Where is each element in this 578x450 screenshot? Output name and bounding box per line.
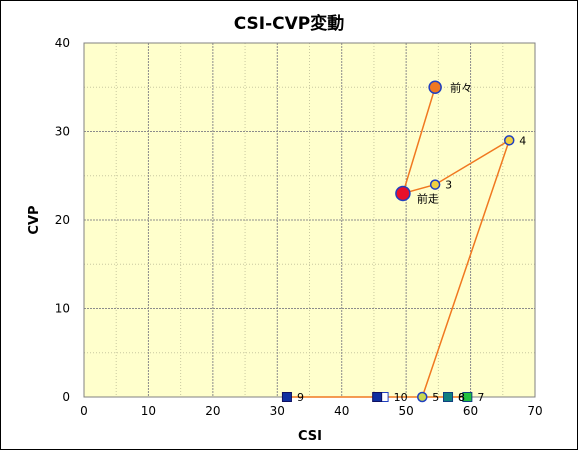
point-label: 8 <box>458 391 465 404</box>
x-axis-label: CSI <box>298 429 322 444</box>
x-tick-label: 30 <box>270 404 285 418</box>
y-axis-label: CVP <box>27 205 42 234</box>
data-point-9 <box>281 392 292 402</box>
point-label: 前走 <box>417 191 439 205</box>
x-ticks: 0 10 20 30 40 50 60 70 <box>80 404 542 418</box>
data-point-5 <box>417 391 428 403</box>
data-point-7 <box>462 392 473 402</box>
data-point-前々 <box>428 80 442 94</box>
y-tick-label: 0 <box>62 390 70 404</box>
data-point-前走 <box>395 185 411 202</box>
chart-title: CSI-CVP変動 <box>234 13 345 34</box>
data-point-3 <box>429 179 441 190</box>
y-tick-label: 30 <box>55 125 70 139</box>
point-label: 10 <box>394 391 408 404</box>
data-point-8 <box>443 392 454 402</box>
y-tick-label: 10 <box>55 302 70 316</box>
data-point-extra-10 <box>372 392 383 402</box>
point-label: 7 <box>477 391 484 404</box>
x-tick-label: 70 <box>527 404 542 418</box>
x-tick-label: 50 <box>399 404 414 418</box>
x-tick-label: 60 <box>463 404 478 418</box>
series-line <box>286 87 511 398</box>
point-label: 6 <box>458 391 465 404</box>
x-tick-label: 10 <box>141 404 156 418</box>
y-ticks: 0 10 20 30 40 <box>55 36 70 404</box>
point-label: 5 <box>432 391 439 404</box>
y-tick-label: 40 <box>55 36 70 50</box>
point-label: 前々 <box>450 80 472 94</box>
y-tick-label: 20 <box>55 213 70 227</box>
x-tick-label: 20 <box>205 404 220 418</box>
data-point-4 <box>503 135 515 146</box>
point-label: 4 <box>519 134 526 147</box>
point-label: 9 <box>297 391 304 404</box>
x-tick-label: 40 <box>334 404 349 418</box>
x-tick-label: 0 <box>80 404 88 418</box>
point-label: 3 <box>445 179 452 192</box>
